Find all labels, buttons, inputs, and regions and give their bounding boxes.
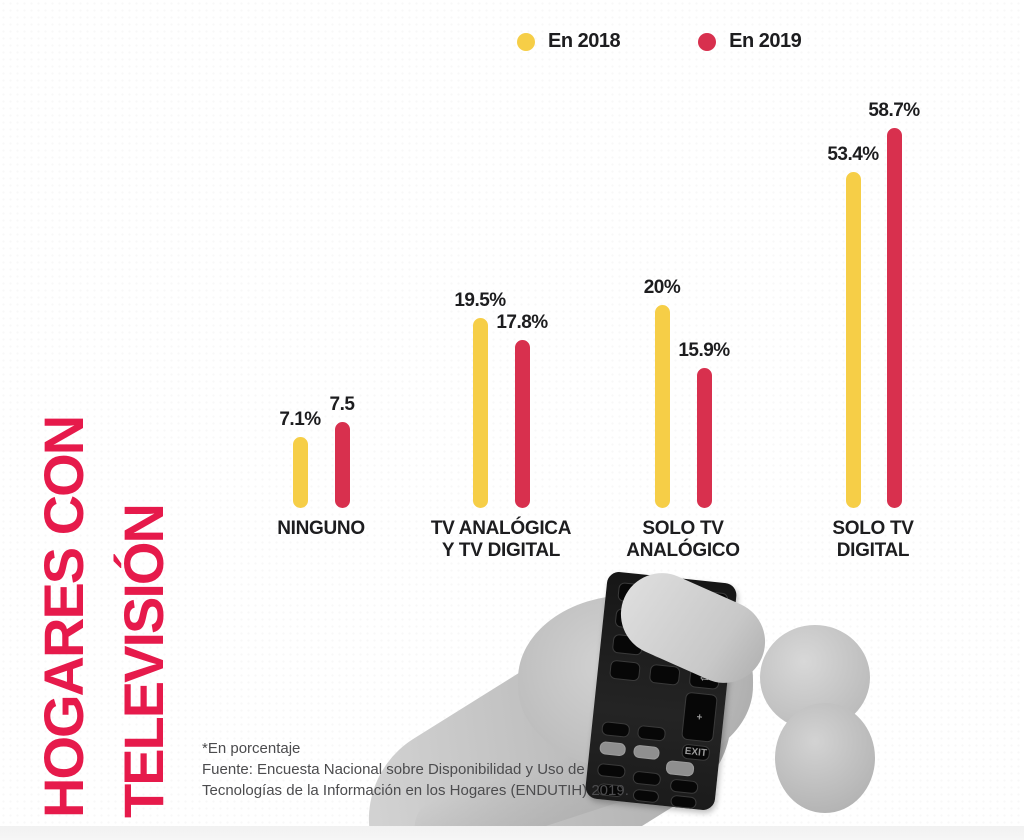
category-label-ninguno: NINGUNO <box>277 518 365 539</box>
remote-button <box>636 724 667 742</box>
category-label-solo-tv-digital: SOLO TV DIGITAL <box>832 518 914 561</box>
category-label-tv-anal-gica-y-tv-digital: TV ANALÓGICA Y TV DIGITAL <box>430 518 572 561</box>
footnote-source-1: Fuente: Encuesta Nacional sobre Disponib… <box>202 761 585 778</box>
footnote: *En porcentaje Fuente: Encuesta Nacional… <box>202 738 629 801</box>
value-label-en-2018-ninguno: 7.1% <box>279 409 321 430</box>
bottom-strip <box>0 826 1024 840</box>
bar-en-2019-ninguno <box>335 422 350 508</box>
legend-swatch-2019-icon <box>698 32 717 51</box>
remote-button <box>609 659 641 682</box>
remote-button <box>669 778 699 795</box>
footnote-unit: *En porcentaje <box>202 740 301 757</box>
value-label-en-2018-solo-tv-anal-gico: 20% <box>643 277 681 298</box>
value-label-en-2019-ninguno: 7.5 <box>329 394 355 415</box>
legend-label-2019: En 2019 <box>729 30 802 52</box>
value-label-en-2019-solo-tv-anal-gico: 15.9% <box>678 340 730 361</box>
bar-en-2018-ninguno <box>293 437 308 508</box>
remote-button: EXIT <box>681 743 711 762</box>
bar-en-2019-tv-anal-gica-y-tv-digital <box>515 340 530 508</box>
remote-button <box>665 759 695 777</box>
bar-en-2018-solo-tv-anal-gico <box>655 305 670 508</box>
remote-button <box>601 721 631 738</box>
remote-photo: ⏎ + EXIT <box>332 560 880 840</box>
remote-button <box>632 788 660 804</box>
legend-label-2018: En 2018 <box>548 30 621 52</box>
legend-item-2019: En 2019 <box>698 30 802 53</box>
footnote-source-2: Tecnologías de la Información en los Hog… <box>202 782 629 799</box>
chart-legend: En 2018 En 2019 <box>517 30 802 53</box>
value-label-en-2018-solo-tv-digital: 53.4% <box>827 144 879 165</box>
hand-fingers <box>775 703 875 813</box>
remote-button <box>669 794 698 810</box>
bar-en-2019-solo-tv-digital <box>887 128 902 508</box>
remote-button <box>632 770 662 787</box>
legend-item-2018: En 2018 <box>517 30 621 53</box>
remote-button: + <box>681 691 718 743</box>
value-label-en-2019-solo-tv-digital: 58.7% <box>868 100 920 121</box>
remote-button <box>648 663 681 686</box>
bar-en-2019-solo-tv-anal-gico <box>697 368 712 508</box>
category-label-solo-tv-anal-gico: SOLO TV ANALÓGICO <box>626 518 740 561</box>
value-label-en-2019-tv-anal-gica-y-tv-digital: 17.8% <box>496 312 548 333</box>
remote-button <box>632 744 661 761</box>
bar-en-2018-solo-tv-digital <box>846 172 861 508</box>
legend-swatch-2018-icon <box>517 32 535 51</box>
bar-en-2018-tv-anal-gica-y-tv-digital <box>473 318 488 508</box>
value-label-en-2018-tv-anal-gica-y-tv-digital: 19.5% <box>454 290 506 311</box>
bar-chart: 7.1% 7.5 NINGUNO 19.5% 17.8% TV ANALÓGICA Y T… <box>277 100 920 561</box>
